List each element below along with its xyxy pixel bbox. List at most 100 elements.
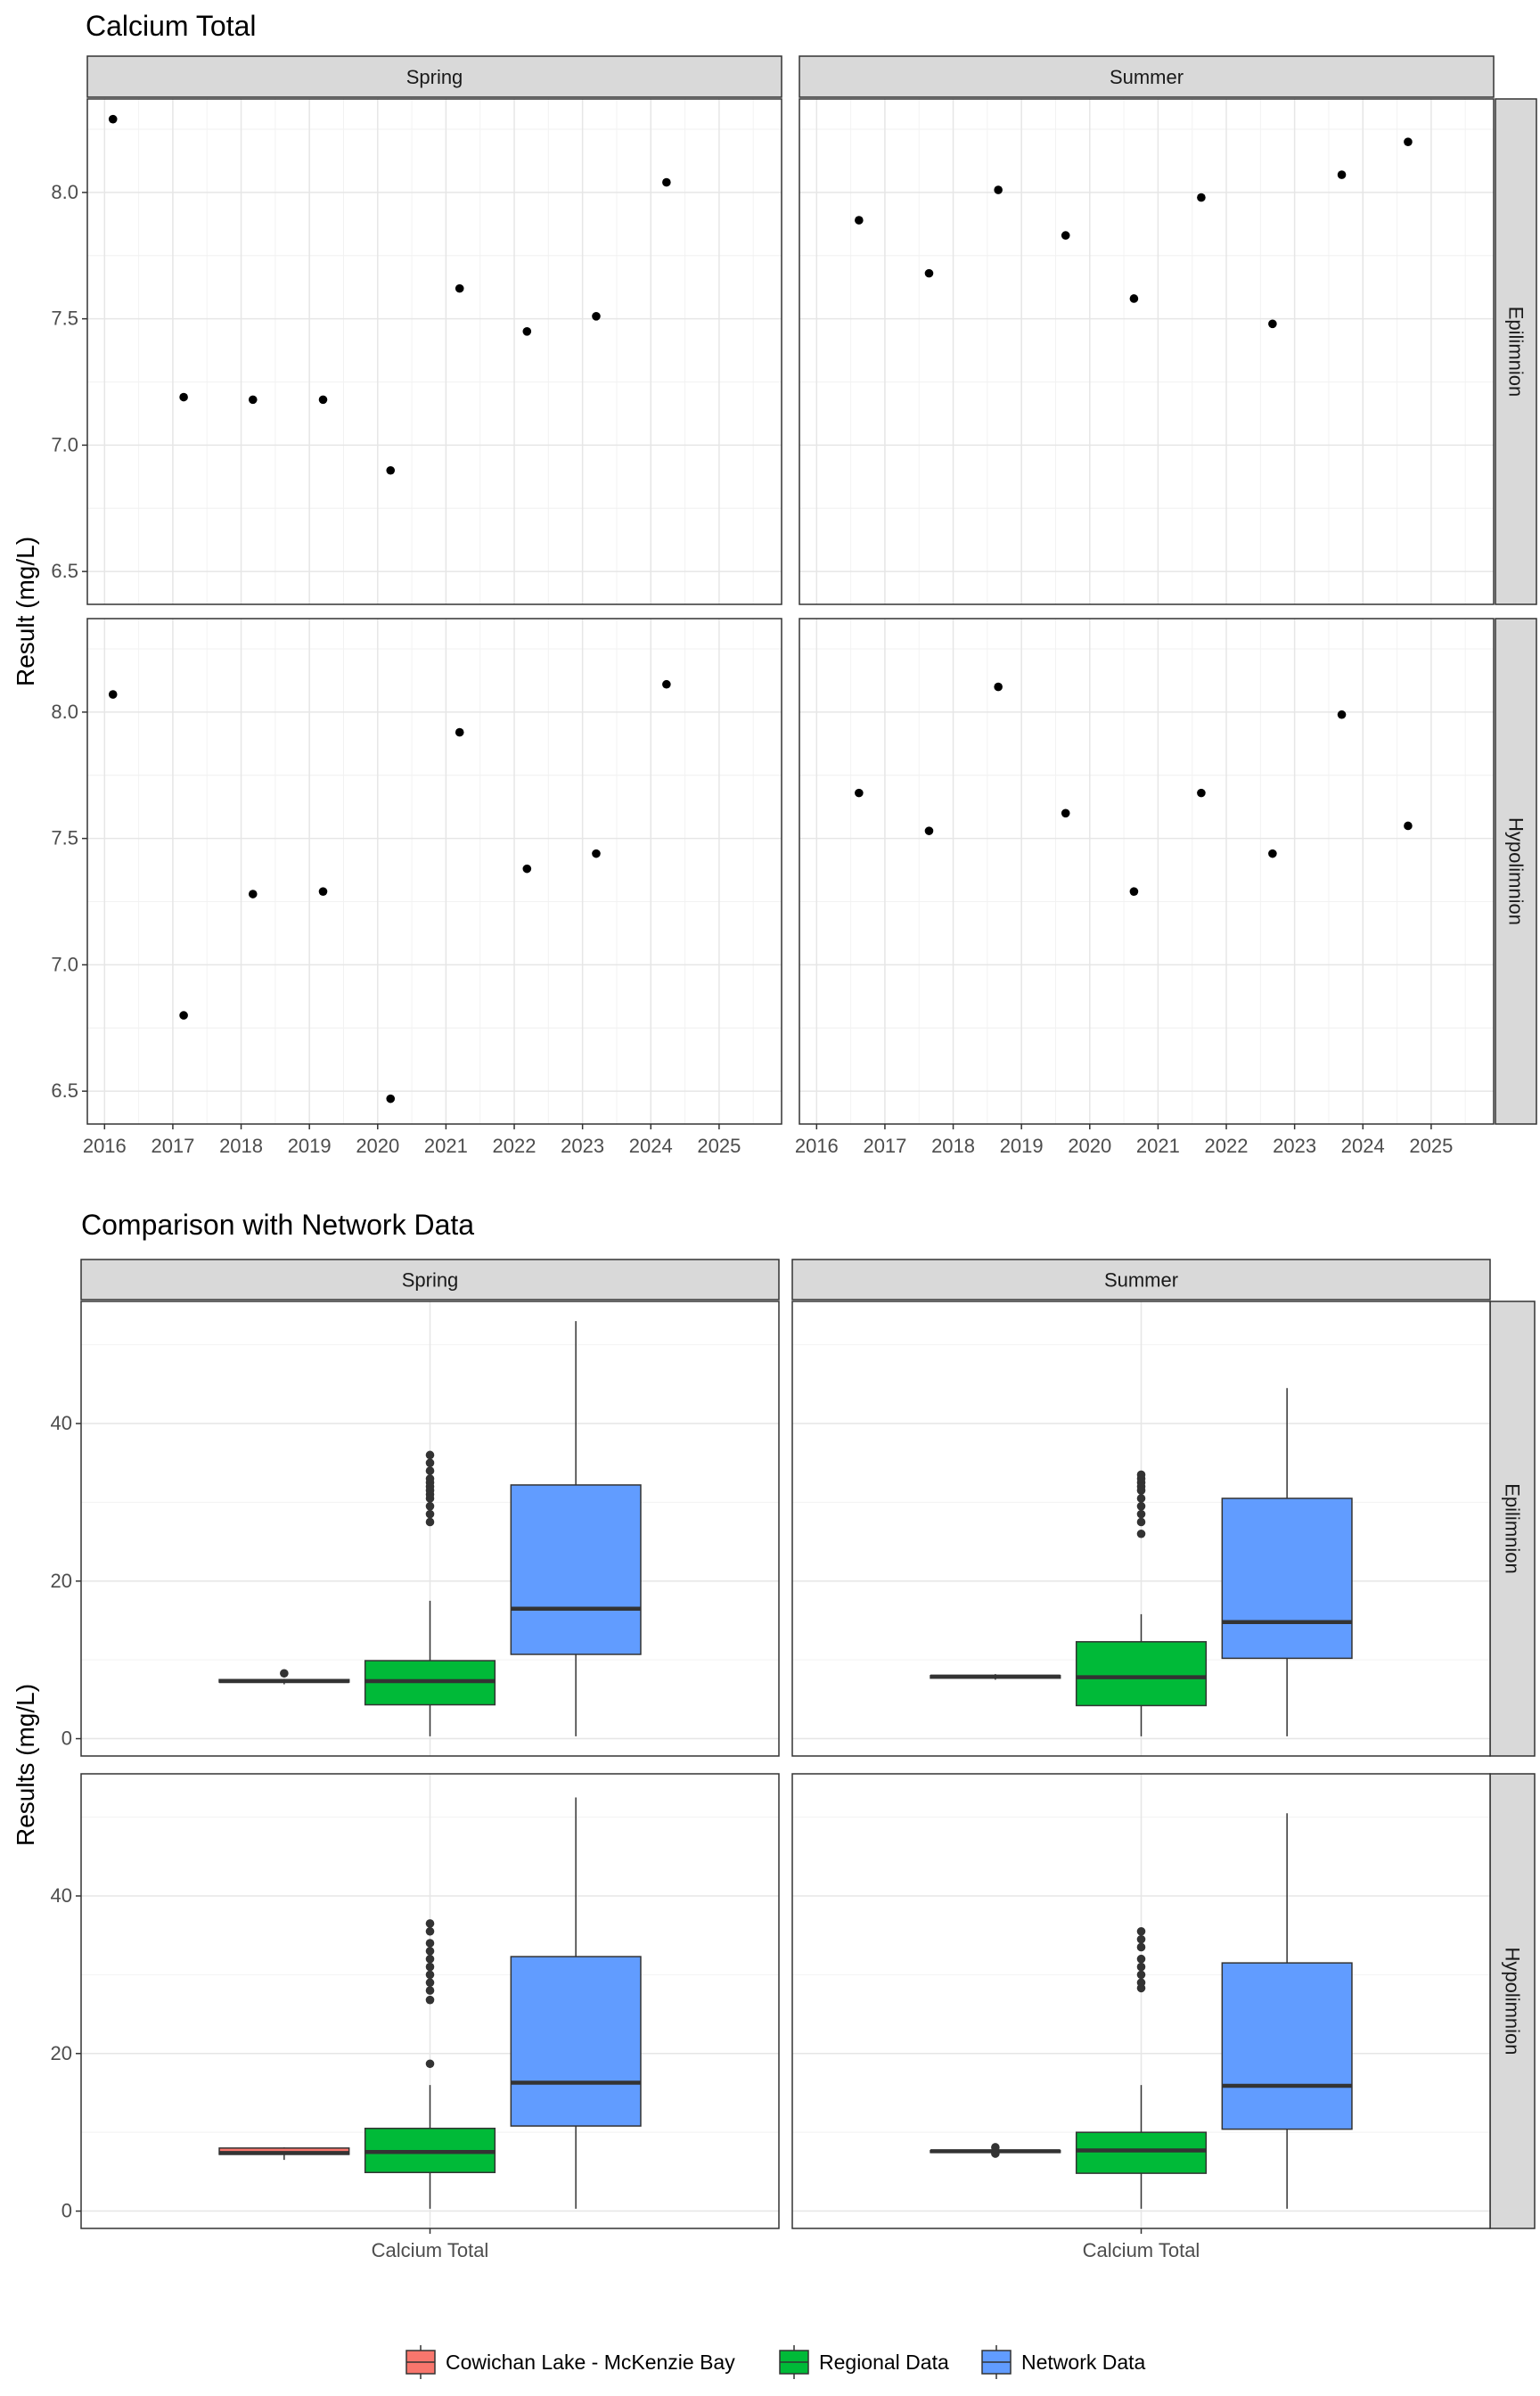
outlier-point [1136,1509,1146,1519]
panel-background [87,99,782,604]
outlier-point [425,1978,435,1988]
data-point [1337,710,1347,719]
data-point [1061,231,1070,240]
data-point [318,395,328,405]
x-tick-label: 2019 [1000,1135,1044,1157]
legend-item-regional-data: Regional Data [779,2345,949,2379]
outlier-point [425,1954,435,1964]
x-tick-label: 2017 [863,1135,906,1157]
data-point [924,826,934,835]
data-point [1129,887,1139,896]
legend-label: Network Data [1021,2351,1146,2374]
x-tick-label: 2025 [1409,1135,1453,1157]
x-tick-label: 2018 [931,1135,975,1157]
y-tick-label: 0 [61,1727,72,1750]
panel-border [799,618,1495,1125]
strip-label-spring: Spring [402,1269,459,1292]
outlier-point [425,1926,435,1936]
outlier-point [1136,1970,1146,1980]
y-tick-label: 7.0 [51,953,78,975]
data-point [248,395,258,405]
outlier-point [1136,1934,1146,1944]
box-cowichan-lake-mckenzie-bay [218,1669,350,1685]
x-tick-label: 2019 [288,1135,332,1157]
outlier-point [425,1986,435,1995]
box-body [1075,1641,1208,1707]
strip-spring [86,55,782,98]
box-network-data [510,1321,642,1736]
scatter-panel-summer-hypolimnion [799,618,1495,1125]
data-point [662,177,671,187]
chart-2: Comparison with Network Data Spring Summer… [12,1209,1536,2379]
data-point [1061,808,1070,818]
x-tick-label: 2023 [561,1135,604,1157]
panel-background [799,619,1494,1124]
strip-spring [80,1259,780,1301]
box-regional-data [364,1919,496,2209]
outlier-point [425,1458,435,1467]
data-point [455,283,464,293]
outlier-point [425,1517,435,1527]
panel-border [86,618,782,1125]
y-tick-label: 6.5 [51,1079,78,1102]
strip-label-hypolimnion: Hypolimnion [1502,1947,1524,2055]
y-tick-label: 20 [51,2042,72,2064]
data-point [522,327,532,336]
box-regional-data [1075,1926,1208,2209]
box-body [1075,2131,1208,2174]
outlier-point [1136,1978,1146,1988]
x-tick-label: Calcium Total [372,2239,489,2261]
data-point [522,864,532,874]
y-tick-label: 8.0 [51,701,78,723]
legend-item-cowichan-lake-mckenzie-bay: Cowichan Lake - McKenzie Bay [405,2345,735,2379]
data-point [1268,319,1277,329]
data-point [1129,294,1139,303]
data-point [179,392,188,402]
outlier-point [425,1970,435,1980]
data-point [855,216,864,225]
outlier-point [425,1502,435,1511]
data-point [318,887,328,896]
x-tick-label: Calcium Total [1083,2239,1200,2261]
strip-epilimnion [1495,98,1537,605]
box-panel-summer-hypolimnion [791,1773,1491,2229]
y-tick-label: 40 [51,1412,72,1434]
panel-background [799,99,1494,604]
data-point [108,114,118,124]
x-tick-label: 2022 [493,1135,537,1157]
outlier-point [1136,1926,1146,1936]
outlier-point [1136,1962,1146,1972]
strip-hypolimnion [1495,618,1537,1125]
x-tick-label: 2020 [356,1135,399,1157]
strip-label-summer: Summer [1110,66,1184,88]
data-point [386,1094,396,1104]
outlier-point [991,2143,1000,2152]
strip-label-summer: Summer [1104,1269,1178,1292]
x-tick-label: 2023 [1273,1135,1316,1157]
outlier-point [1136,1529,1146,1539]
chart-1-title: Calcium Total [86,10,256,42]
box-network-data [1221,1813,1353,2209]
scatter-panel-summer-epilimnion [799,98,1495,605]
x-tick-label: 2024 [629,1135,673,1157]
box-body [510,1956,642,2127]
outlier-point [1136,1502,1146,1511]
outlier-point [425,1995,435,2005]
x-tick-label: 2016 [83,1135,127,1157]
panel-border [86,98,782,605]
chart-1: Calcium Total Spring Summer Epilimnion Hypol… [12,10,1537,1157]
y-tick-label: 8.0 [51,181,78,203]
data-point [855,788,864,798]
outlier-point [1136,1942,1146,1952]
y-tick-label: 6.5 [51,560,78,582]
panel-background [87,619,782,1124]
y-tick-label: 40 [51,1884,72,1907]
scatter-panel-spring-hypolimnion [86,618,782,1125]
data-point [1197,788,1206,798]
scatter-panel-spring-epilimnion [86,98,782,605]
strip-label-hypolimnion: Hypolimnion [1505,817,1528,925]
box-panel-spring-hypolimnion [80,1773,780,2229]
y-tick-label: 0 [61,2200,72,2222]
data-point [386,465,396,475]
